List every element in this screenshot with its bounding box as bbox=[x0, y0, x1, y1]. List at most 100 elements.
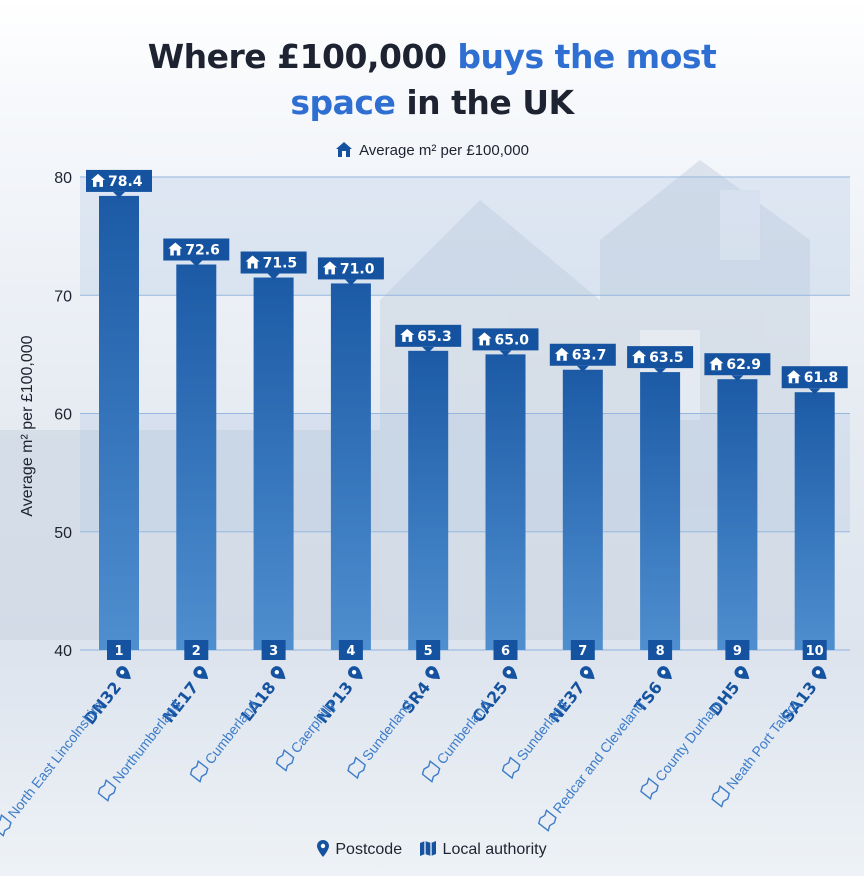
pin-icon bbox=[116, 666, 131, 679]
house-icon-door bbox=[251, 263, 255, 269]
authority-label: Sunderland bbox=[359, 697, 416, 763]
value-label: 61.8 bbox=[781, 366, 848, 395]
y-tick-label: 40 bbox=[54, 643, 72, 660]
pin-icon-dot bbox=[506, 669, 511, 675]
pin-icon bbox=[811, 666, 827, 679]
map-icon bbox=[189, 760, 209, 783]
value-label-pointer bbox=[576, 365, 589, 372]
map-icon bbox=[421, 760, 441, 783]
value-label-pointer bbox=[267, 273, 280, 280]
rank-box bbox=[107, 640, 131, 660]
pin-icon bbox=[348, 666, 363, 679]
rank-box bbox=[338, 640, 363, 660]
house-icon bbox=[786, 370, 801, 384]
value-label: 72.6 bbox=[163, 238, 230, 267]
bar-np13 bbox=[330, 283, 371, 650]
bar-value-label: 63.5 bbox=[649, 350, 684, 366]
value-label: 65.3 bbox=[395, 324, 462, 353]
house-icon-door bbox=[96, 181, 100, 187]
house-icon bbox=[554, 347, 569, 361]
value-label-pointer bbox=[654, 368, 667, 375]
house-icon-door bbox=[405, 336, 409, 342]
house-icon bbox=[168, 242, 183, 256]
house-icon bbox=[632, 350, 647, 364]
series-legend: Average m² per £100,000 bbox=[0, 141, 864, 162]
map-icon bbox=[419, 840, 437, 862]
bar-ts6 bbox=[640, 372, 681, 650]
rank-label: 2 bbox=[192, 644, 201, 659]
bar-value-label: 61.8 bbox=[804, 370, 839, 386]
pin-icon-dot bbox=[815, 669, 821, 675]
pin-icon-dot bbox=[738, 669, 743, 675]
x-authority-label: Sunderland bbox=[501, 697, 570, 780]
authority-label: Cumberland bbox=[433, 697, 493, 767]
rank-label: 8 bbox=[656, 644, 665, 659]
value-label-pointer bbox=[731, 375, 744, 382]
map-icon bbox=[501, 756, 521, 780]
authority-label: Neath Port Talbot bbox=[723, 697, 802, 792]
authority-label: Caerphilly bbox=[287, 697, 338, 756]
map-icon bbox=[640, 777, 659, 801]
rank-label: 4 bbox=[346, 644, 355, 659]
value-label-pointer bbox=[344, 279, 357, 286]
pin-icon-dot bbox=[274, 669, 280, 675]
house-icon-door bbox=[714, 365, 718, 371]
bar-ca25 bbox=[485, 354, 526, 650]
x-authority-label: Sunderland bbox=[347, 697, 416, 780]
map-icon bbox=[537, 809, 557, 832]
house-icon bbox=[400, 328, 415, 342]
pin-icon-dot bbox=[351, 669, 357, 675]
value-label: 62.9 bbox=[704, 353, 771, 382]
house-icon bbox=[91, 173, 105, 187]
title-part-1: Where £100,000 bbox=[147, 37, 458, 76]
pin-icon-dot bbox=[197, 669, 202, 675]
bar-value-label: 71.0 bbox=[340, 261, 375, 277]
value-label: 63.5 bbox=[627, 346, 694, 375]
bar-dh5 bbox=[717, 379, 758, 650]
rank-label: 6 bbox=[501, 644, 510, 659]
pin-icon bbox=[734, 666, 750, 679]
pin-icon bbox=[425, 666, 441, 679]
authority-label: Cumberland bbox=[201, 697, 261, 767]
bar-value-label: 71.5 bbox=[263, 256, 298, 272]
legend-postcode-label: Postcode bbox=[335, 841, 403, 858]
value-label: 78.4 bbox=[86, 169, 152, 198]
value-label: 63.7 bbox=[549, 343, 616, 372]
y-tick-label: 60 bbox=[54, 407, 72, 424]
y-tick-label: 80 bbox=[54, 170, 72, 187]
authority-label: North East Lincolnshire bbox=[5, 697, 107, 821]
map-icon bbox=[347, 756, 366, 780]
rank-label: 1 bbox=[114, 644, 123, 659]
x-authority-label: Caerphilly bbox=[275, 697, 338, 772]
bar-dn32 bbox=[99, 195, 139, 651]
rank-box bbox=[802, 640, 827, 660]
house-icon-door bbox=[560, 355, 564, 361]
title-part-4: in the UK bbox=[395, 83, 574, 122]
rank-label: 10 bbox=[806, 644, 824, 659]
bar-value-label: 63.7 bbox=[572, 348, 607, 364]
map-icon bbox=[711, 784, 731, 808]
rank-label: 5 bbox=[424, 644, 433, 659]
bar-value-label: 65.3 bbox=[417, 329, 452, 345]
y-tick-label: 70 bbox=[54, 288, 72, 305]
authority-label: County Durham bbox=[652, 697, 725, 784]
house-icon bbox=[322, 261, 337, 275]
series-legend-label: Average m² per £100,000 bbox=[359, 142, 529, 159]
house-icon-door bbox=[173, 250, 177, 256]
house-icon bbox=[245, 255, 260, 269]
rank-label: 9 bbox=[733, 644, 742, 659]
value-label-pointer bbox=[190, 260, 203, 267]
value-label-pointer bbox=[808, 388, 821, 395]
bar-value-label: 62.9 bbox=[726, 357, 761, 373]
rank-box bbox=[570, 640, 595, 660]
rank-box bbox=[261, 640, 286, 660]
bar-value-label: 72.6 bbox=[185, 243, 220, 259]
map-icon bbox=[97, 779, 117, 802]
bar-value-label: 78.4 bbox=[108, 174, 143, 190]
bar-la18 bbox=[253, 277, 294, 650]
pin-icon-dot bbox=[583, 669, 589, 675]
map-icon bbox=[0, 813, 12, 837]
category-legend: Postcode Local authority bbox=[0, 840, 864, 862]
value-label-pointer bbox=[113, 191, 125, 198]
